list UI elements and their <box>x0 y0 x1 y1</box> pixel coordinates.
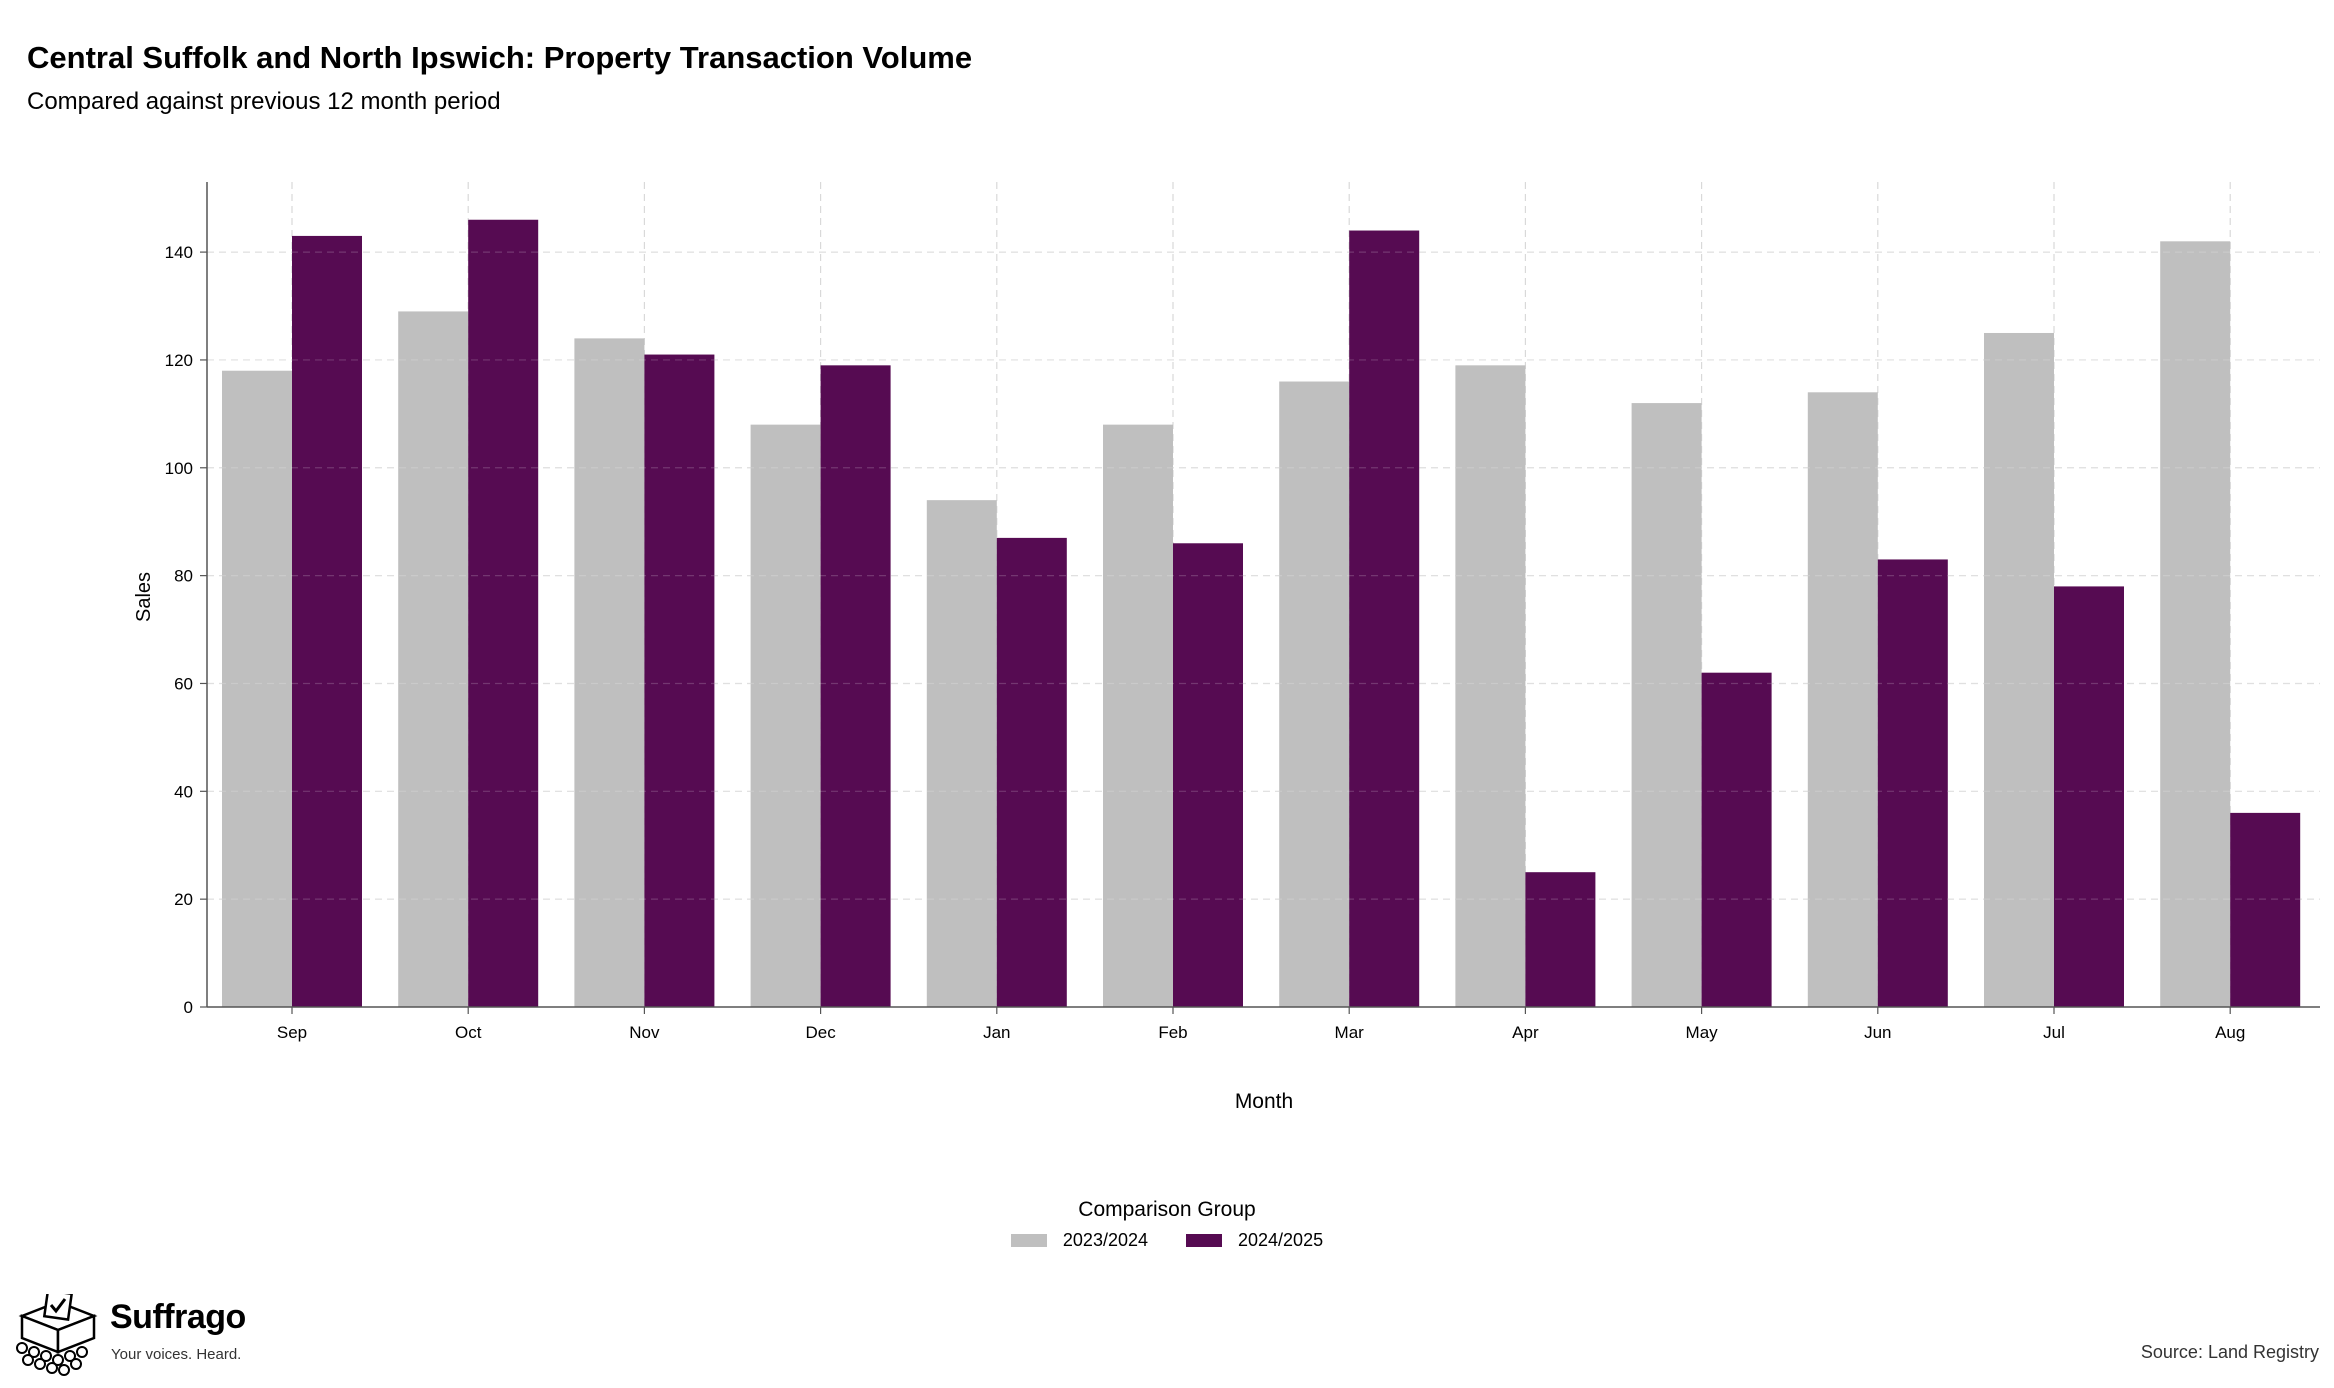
x-tick-label-mar: Mar <box>1335 1023 1365 1042</box>
bar-2023-2024-dec <box>750 424 821 1007</box>
legend-items: 2023/2024 2024/2025 <box>1010 1230 1323 1251</box>
brand-block: Suffrago Your voices. Heard. <box>14 1294 254 1376</box>
bar-2024-2025-jul <box>2054 586 2124 1007</box>
bar-2023-2024-apr <box>1455 365 1526 1007</box>
bar-2024-2025-jan <box>996 537 1067 1007</box>
bar-2024-2025-sep <box>292 235 362 1007</box>
bar-chart: 0 20 40 60 80 100 120 140 Sep Oct Nov Dec Jan Feb Mar… <box>133 182 2320 1113</box>
bar-2023-2024-jan <box>926 500 997 1007</box>
chart-subtitle: Compared against previous 12 month perio… <box>27 88 501 115</box>
bar-2024-2025-jun <box>1877 559 1948 1007</box>
legend-item-2024-2025: 2024/2025 <box>1186 1230 1323 1251</box>
bar-2023-2024-aug <box>2160 241 2231 1007</box>
bar-2024-2025-nov <box>644 354 715 1007</box>
x-tick-label-jun: Jun <box>1864 1023 1891 1042</box>
brand-tagline: Your voices. Heard. <box>111 1346 242 1363</box>
y-tick-label: 120 <box>165 351 193 370</box>
legend-swatch-2023-2024 <box>1010 1234 1047 1247</box>
bar-2023-2024-sep <box>222 370 292 1008</box>
x-tick-label-apr: Apr <box>1512 1023 1539 1042</box>
bar-2023-2024-nov <box>574 338 645 1007</box>
legend-title: Comparison Group <box>1078 1198 1256 1221</box>
chart-title: Central Suffolk and North Ipswich: Prope… <box>27 40 973 75</box>
bar-2023-2024-jun <box>1807 392 1878 1007</box>
axes <box>206 182 2320 1008</box>
legend: Comparison Group 2023/2024 2024/2025 <box>0 1198 2334 1252</box>
x-tick-label-sep: Sep <box>277 1023 307 1042</box>
x-tick-label-feb: Feb <box>1158 1023 1187 1042</box>
y-tick-labels: 0 20 40 60 80 100 120 140 <box>165 243 207 1017</box>
bar-2024-2025-mar <box>1349 230 1420 1007</box>
bar-2024-2025-may <box>1701 672 1772 1007</box>
source-note: Source: Land Registry <box>2140 1342 2319 1362</box>
y-tick-label: 80 <box>174 567 193 586</box>
bar-2023-2024-feb <box>1103 424 1173 1007</box>
x-tick-label-jan: Jan <box>983 1023 1010 1042</box>
bar-2023-2024-may <box>1631 403 1702 1007</box>
bar-2024-2025-dec <box>820 365 891 1007</box>
bar-2024-2025-feb <box>1173 543 1243 1007</box>
x-tick-label-jul: Jul <box>2043 1023 2065 1042</box>
bar-2024-2025-apr <box>1525 872 1596 1007</box>
legend-label-2024-2025: 2024/2025 <box>1238 1230 1324 1250</box>
y-tick-label: 60 <box>174 674 193 693</box>
legend-item-2023-2024: 2023/2024 <box>1010 1230 1148 1251</box>
bar-2023-2024-mar <box>1279 381 1350 1008</box>
x-tick-label-oct: Oct <box>455 1023 482 1042</box>
y-tick-label: 0 <box>184 998 193 1017</box>
y-tick-label: 40 <box>174 782 193 801</box>
bar-2024-2025-oct <box>468 219 539 1007</box>
bars <box>207 219 2320 1008</box>
y-tick-label: 140 <box>165 243 193 262</box>
bar-2023-2024-jul <box>1984 332 2054 1008</box>
bar-2024-2025-aug <box>2230 812 2301 1007</box>
y-tick-label: 100 <box>165 459 193 478</box>
x-tick-label-nov: Nov <box>629 1023 660 1042</box>
legend-label-2023-2024: 2023/2024 <box>1062 1230 1148 1250</box>
x-tick-label-may: May <box>1686 1023 1719 1042</box>
brand-name: Suffrago <box>110 1298 246 1336</box>
y-tick-label: 20 <box>174 890 193 909</box>
x-tick-label-aug: Aug <box>2215 1023 2245 1042</box>
legend-swatch-2024-2025 <box>1186 1234 1222 1247</box>
bar-2023-2024-oct <box>398 311 469 1008</box>
y-axis-label: Sales <box>133 572 155 622</box>
ballot-box-icon <box>16 1294 98 1376</box>
x-axis-label: Month <box>1235 1090 1293 1113</box>
x-tick-label-dec: Dec <box>805 1023 836 1042</box>
x-tick-labels: Sep Oct Nov Dec Jan Feb Mar Apr May Jun Jul Aug <box>277 1007 2245 1042</box>
